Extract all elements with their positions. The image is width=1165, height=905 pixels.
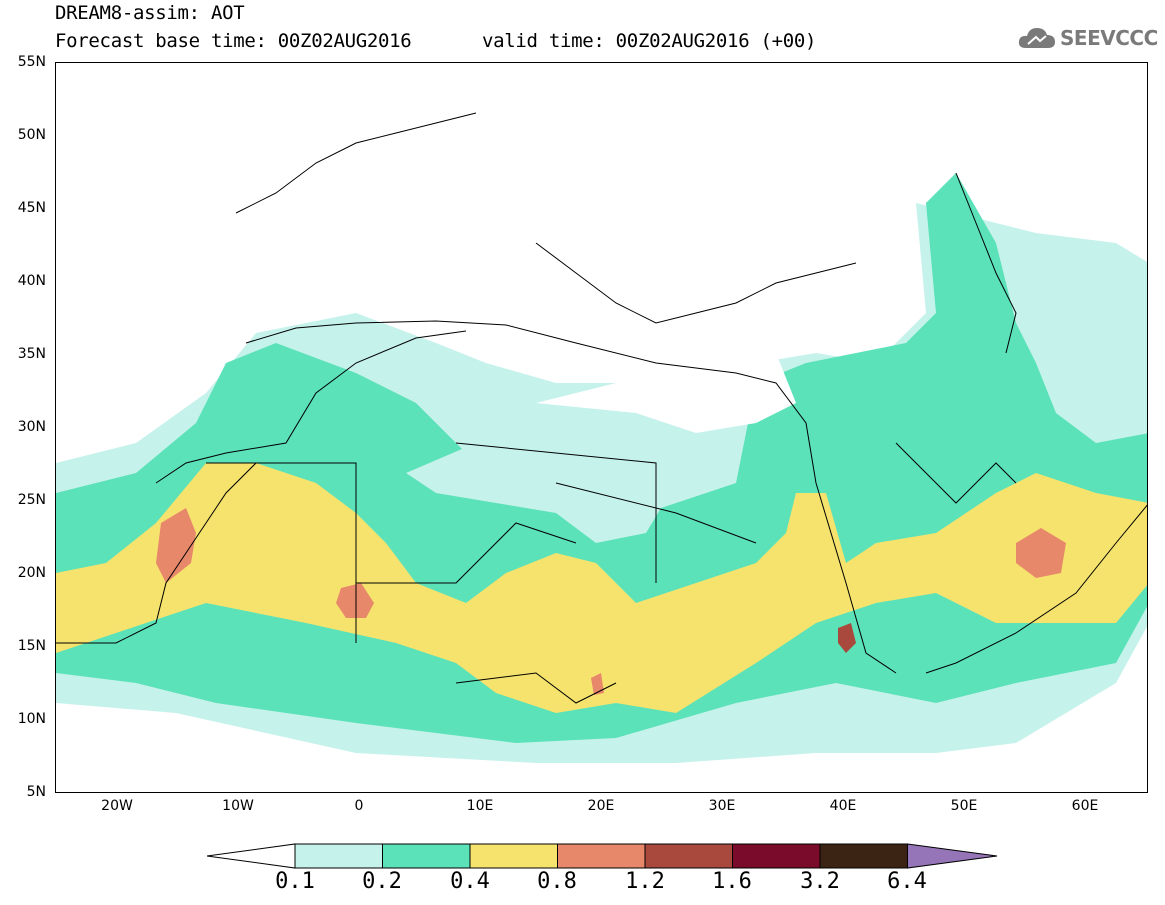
colorbar-swatch bbox=[644, 843, 733, 869]
lat-label: 10N bbox=[17, 711, 46, 727]
aot-patch-0.8 bbox=[1016, 528, 1066, 578]
aot-patch-0.8 bbox=[156, 508, 196, 583]
chart-title: DREAM8-assim: AOT bbox=[55, 2, 245, 24]
lat-label: 40N bbox=[17, 273, 46, 289]
valid-time: valid time: 00Z02AUG2016 (+00) bbox=[482, 30, 817, 52]
colorbar-label: 0.4 bbox=[450, 869, 490, 894]
lat-label: 55N bbox=[17, 54, 46, 70]
lat-label: 20N bbox=[17, 565, 46, 581]
lat-label: 15N bbox=[17, 638, 46, 654]
lat-label: 25N bbox=[17, 492, 46, 508]
lon-label: 20E bbox=[587, 798, 615, 814]
colorbar-label: 0.1 bbox=[275, 869, 315, 894]
colorbar bbox=[207, 843, 998, 869]
aot-band-0.4 bbox=[56, 463, 1147, 713]
aot-patch-1.2 bbox=[838, 623, 856, 653]
forecast-base-time: Forecast base time: 00Z02AUG2016 bbox=[55, 30, 412, 52]
colorbar-swatch bbox=[469, 843, 558, 869]
logo-text: SEEVCCC bbox=[1060, 26, 1158, 50]
lon-label: 10W bbox=[222, 798, 254, 814]
colorbar-label: 1.6 bbox=[712, 869, 752, 894]
lat-label: 35N bbox=[17, 346, 46, 362]
lon-label: 0 bbox=[354, 798, 364, 814]
cloud-icon bbox=[1018, 28, 1055, 48]
colorbar-swatch bbox=[732, 843, 821, 869]
lon-label: 60E bbox=[1071, 798, 1099, 814]
colorbar-upper-arrow bbox=[907, 843, 998, 869]
colorbar-label: 3.2 bbox=[800, 869, 840, 894]
lon-label: 10E bbox=[466, 798, 494, 814]
colorbar-label: 6.4 bbox=[887, 869, 927, 894]
colorbar-lower-arrow bbox=[207, 843, 296, 869]
lon-label: 40E bbox=[829, 798, 857, 814]
aot-clear-pocket bbox=[406, 403, 676, 543]
colorbar-swatch bbox=[819, 843, 908, 869]
lat-label: 5N bbox=[26, 784, 46, 800]
lat-label: 45N bbox=[17, 200, 46, 216]
colorbar-swatch bbox=[557, 843, 646, 869]
seevccc-logo: SEEVCCC bbox=[1018, 24, 1158, 52]
lon-label: 30E bbox=[708, 798, 736, 814]
aot-field bbox=[56, 112, 1147, 763]
aot-white-area bbox=[536, 353, 796, 433]
colorbar-swatch bbox=[382, 843, 471, 869]
lon-label: 20W bbox=[101, 798, 133, 814]
colorbar-swatch bbox=[294, 843, 383, 869]
aot-patch-0.8 bbox=[591, 673, 604, 695]
colorbar-label: 1.2 bbox=[625, 869, 665, 894]
lat-label: 30N bbox=[17, 419, 46, 435]
lon-label: 50E bbox=[950, 798, 978, 814]
lat-label: 50N bbox=[17, 127, 46, 143]
colorbar-label: 0.2 bbox=[362, 869, 402, 894]
aot-patch-0.8 bbox=[336, 583, 374, 618]
map-area bbox=[55, 62, 1148, 793]
colorbar-label: 0.8 bbox=[537, 869, 577, 894]
